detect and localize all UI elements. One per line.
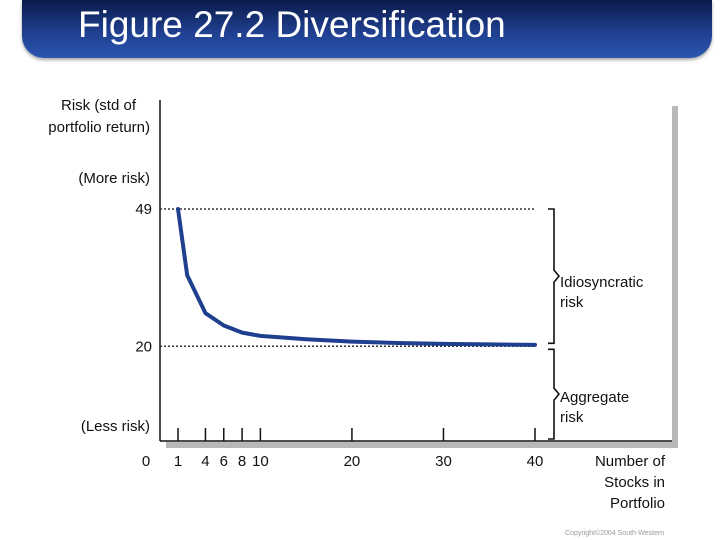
more-risk-label: (More risk) [78, 170, 150, 187]
aggregate-label-line1: Aggregate [560, 389, 629, 406]
x-tick-label: 8 [238, 453, 246, 470]
aggregate-label-line2: risk [560, 409, 584, 426]
x-axis-label-line1: Number of [595, 453, 666, 470]
risk-curve [176, 207, 537, 347]
y-tick-label: 49 [135, 201, 152, 218]
x-tick-label: 4 [201, 453, 209, 470]
idiosyncratic-bracket [548, 208, 561, 345]
x-axis-label-line2: Stocks in [604, 474, 665, 491]
x-tick-label: 40 [527, 453, 544, 470]
idiosyncratic-label-line2: risk [560, 294, 584, 311]
x-axis-label-line3: Portfolio [610, 495, 665, 512]
y-axis-label-line2: portfolio return) [48, 119, 150, 136]
plot-panel [160, 100, 672, 442]
x-tick-label: 1 [174, 453, 182, 470]
copyright-notice: Copyright©2004 South-Western [565, 530, 665, 537]
x-origin-label: 0 [142, 453, 150, 470]
less-risk-label: (Less risk) [81, 418, 150, 435]
y-axis-label-line1: Risk (std of [61, 97, 137, 114]
x-tick-label: 10 [252, 453, 269, 470]
slide-title: Figure 27.2 Diversification [78, 4, 506, 45]
x-tick-label: 30 [435, 453, 452, 470]
aggregate-bracket [548, 348, 561, 440]
title-bar: Figure 27.2 Diversification [22, 0, 712, 58]
y-tick-label: 20 [135, 338, 152, 355]
idiosyncratic-label-line1: Idiosyncratic [560, 274, 644, 291]
x-tick-label: 20 [344, 453, 361, 470]
x-tick-label: 6 [220, 453, 228, 470]
